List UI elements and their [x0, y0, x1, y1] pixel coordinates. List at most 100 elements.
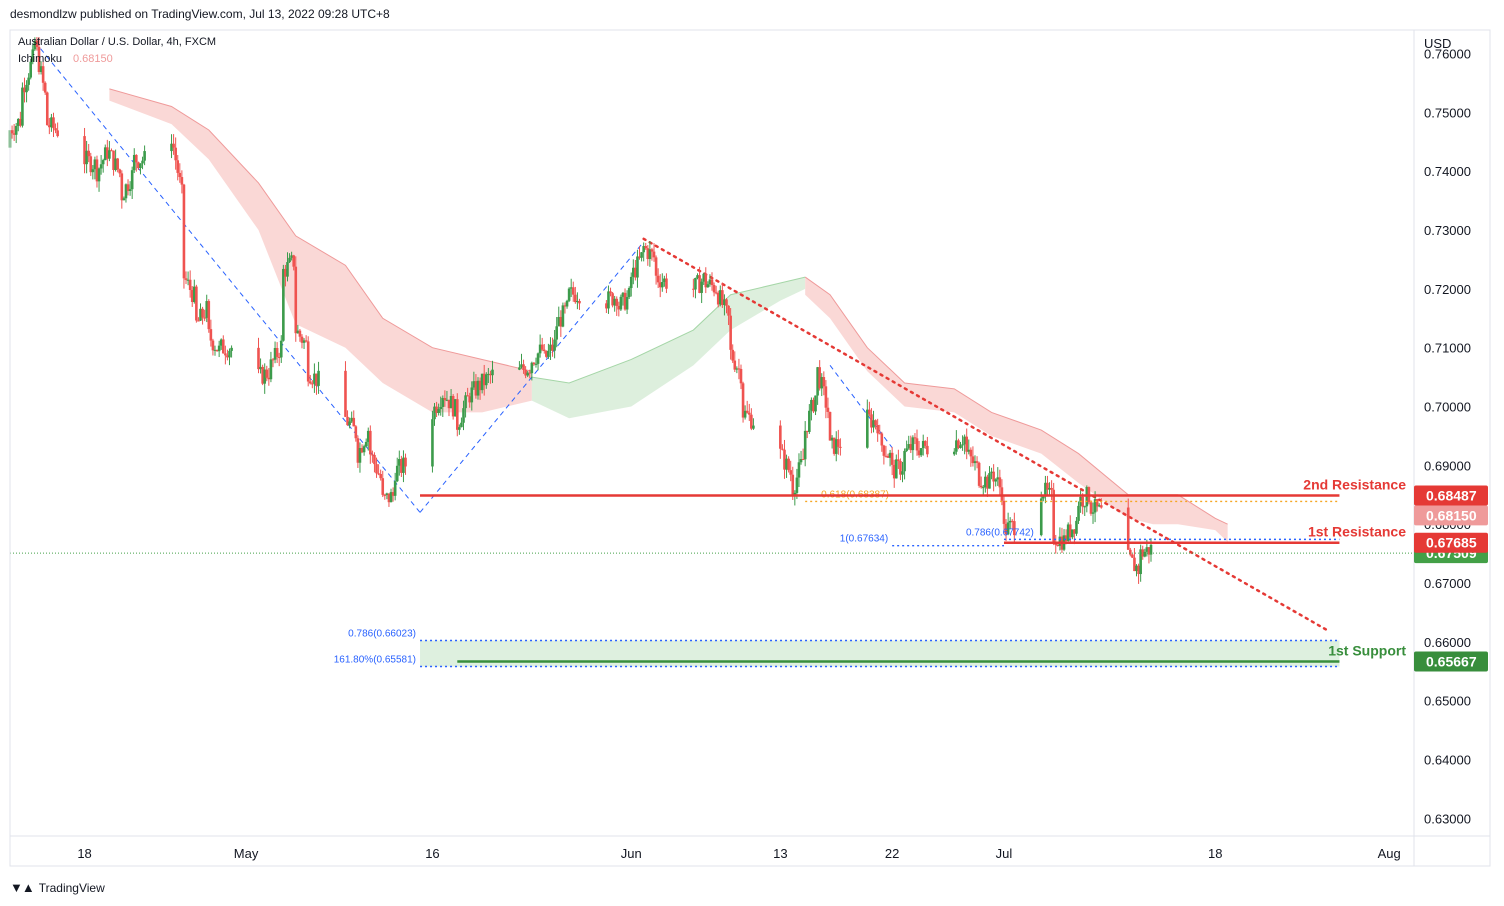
candle-body: [567, 288, 571, 301]
candle-body: [911, 437, 915, 451]
candle-body: [1145, 547, 1149, 552]
candle-body: [304, 340, 308, 342]
candle-body: [346, 416, 349, 426]
candle-body: [663, 278, 666, 283]
candle-body: [990, 471, 993, 474]
candle-body: [1068, 524, 1072, 538]
price-tag: [1414, 532, 1488, 553]
candle-body: [445, 399, 449, 401]
candle-body: [907, 444, 911, 449]
candle-body: [917, 450, 921, 456]
candle-body: [965, 436, 969, 452]
candle-body: [476, 380, 480, 396]
candle-body: [729, 315, 732, 350]
y-tick-label: 0.66000: [1424, 635, 1471, 650]
candle-body: [1081, 496, 1084, 507]
candle-body: [14, 125, 18, 135]
candle-body: [391, 492, 395, 496]
candle-body: [542, 349, 546, 352]
candle-body: [1056, 544, 1060, 546]
candle-body: [818, 367, 821, 389]
candle-body: [650, 249, 654, 252]
candle-body: [1013, 521, 1016, 536]
candle-body: [273, 347, 277, 360]
candle-body: [257, 347, 260, 370]
candle-body: [824, 386, 828, 408]
candle-body: [1139, 549, 1142, 575]
candle-body: [909, 444, 913, 451]
candle-body: [1044, 482, 1047, 497]
candle-body: [352, 417, 356, 427]
candle-body: [636, 256, 639, 278]
candle-body: [814, 395, 817, 412]
price-tag: [1414, 485, 1488, 506]
candle-body: [211, 340, 215, 351]
candle-body: [23, 87, 26, 93]
candle-body: [712, 285, 716, 293]
candle-body: [1048, 487, 1051, 490]
candle-body: [441, 397, 445, 407]
candle-body: [952, 451, 956, 455]
candle-body: [524, 369, 527, 376]
candle-body: [621, 292, 625, 297]
candle-body: [1052, 489, 1055, 543]
candle-body: [1042, 496, 1045, 499]
price-tag-label: 0.68150: [1426, 507, 1477, 523]
footer-brand-text: TradingView: [38, 880, 105, 895]
candle-body: [973, 461, 977, 464]
candle-body: [93, 159, 97, 170]
candle-body: [615, 298, 619, 306]
y-tick-label: 0.67000: [1424, 576, 1471, 591]
candle-body: [91, 169, 95, 173]
candle-body: [366, 430, 370, 442]
candle-body: [534, 363, 538, 365]
candle-body: [379, 474, 382, 479]
candle-body: [961, 444, 964, 446]
candle-body: [996, 477, 1000, 480]
candle-body: [528, 372, 532, 374]
candle-body: [43, 82, 47, 93]
publisher-caption: desmondlzw published on TradingView.com,…: [10, 7, 390, 21]
candle-body: [118, 169, 122, 174]
cloud-span-line: [804, 276, 1228, 525]
candle-body: [1004, 523, 1008, 535]
candle-body: [1006, 522, 1010, 535]
candle-body: [801, 459, 805, 461]
candle-body: [805, 430, 809, 432]
candle-body: [874, 420, 877, 426]
candle-body: [1077, 505, 1080, 521]
candle-body: [217, 345, 221, 352]
candle-body: [290, 255, 293, 258]
candle-body: [812, 399, 815, 412]
candle-body: [344, 370, 347, 417]
cloud-segment: [805, 277, 1228, 542]
candle-body: [383, 494, 387, 496]
candle-body: [791, 474, 795, 497]
candle-body: [741, 383, 745, 418]
candle-body: [275, 347, 279, 357]
candles: [8, 37, 1414, 584]
candle-body: [1135, 565, 1138, 572]
candle-body: [188, 279, 192, 291]
candle-body: [1039, 498, 1043, 536]
candle-body: [563, 305, 567, 307]
candle-body: [694, 278, 697, 290]
candle-body: [271, 359, 275, 361]
candle-body: [443, 397, 447, 401]
candle-body: [317, 370, 320, 386]
candle-body: [33, 40, 37, 50]
x-tick-label: Jul: [996, 846, 1013, 861]
candle-body: [277, 356, 281, 358]
fib-level-label: 161.80%(0.65581): [334, 655, 416, 666]
candle-body: [888, 452, 892, 458]
candle-body: [348, 421, 351, 426]
candle-body: [723, 299, 726, 306]
candle-body: [733, 360, 737, 370]
candle-body: [915, 438, 919, 451]
candle-body: [45, 92, 49, 126]
candle-body: [913, 437, 917, 439]
candle-body: [692, 288, 695, 290]
candle-body: [617, 305, 621, 310]
candle-body: [404, 457, 407, 467]
